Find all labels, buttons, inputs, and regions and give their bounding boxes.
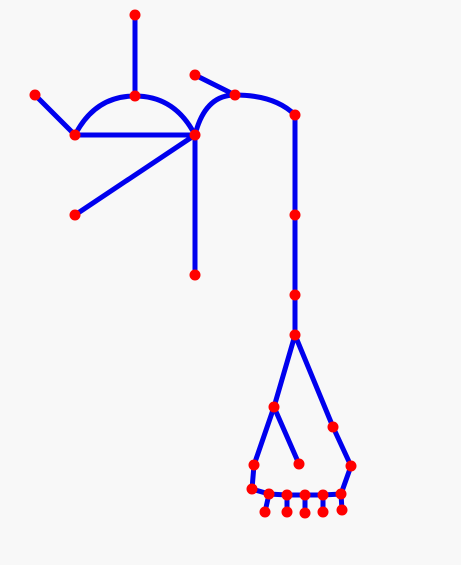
node-n16 — [248, 459, 260, 471]
node-layer — [29, 9, 357, 519]
edge-n1-n2 — [32, 92, 78, 138]
edge-n2-n3 — [72, 93, 138, 138]
node-n20 — [263, 488, 275, 500]
edge-n14-n16 — [251, 404, 277, 468]
edge-n3-n5 — [132, 93, 198, 138]
node-n4 — [129, 9, 141, 21]
node-n6 — [69, 209, 81, 221]
node-n10 — [289, 109, 301, 121]
node-n14 — [268, 401, 280, 413]
node-n26 — [281, 506, 293, 518]
node-n22 — [299, 489, 311, 501]
node-n25 — [259, 506, 271, 518]
node-n2 — [69, 129, 81, 141]
node-n17 — [327, 421, 339, 433]
edge-n8-n9 — [192, 72, 238, 98]
node-n13 — [289, 329, 301, 341]
edge-n17-n18 — [330, 424, 354, 469]
node-n29 — [336, 504, 348, 516]
edge-n14-n15 — [271, 404, 302, 467]
edge-n5-n6 — [72, 132, 198, 218]
node-n5 — [189, 129, 201, 141]
edge-n13-n14 — [271, 332, 298, 410]
node-n1 — [29, 89, 41, 101]
node-n27 — [299, 507, 311, 519]
node-n12 — [289, 289, 301, 301]
node-n11 — [289, 209, 301, 221]
edge-n13-n17 — [292, 332, 336, 430]
node-n9 — [229, 89, 241, 101]
node-n3 — [129, 90, 141, 102]
node-n18 — [345, 460, 357, 472]
node-n19 — [246, 483, 258, 495]
node-n28 — [317, 506, 329, 518]
node-n21 — [281, 489, 293, 501]
node-n23 — [317, 489, 329, 501]
node-n15 — [293, 458, 305, 470]
node-n7 — [189, 269, 201, 281]
node-n8 — [189, 69, 201, 81]
node-n24 — [335, 488, 347, 500]
